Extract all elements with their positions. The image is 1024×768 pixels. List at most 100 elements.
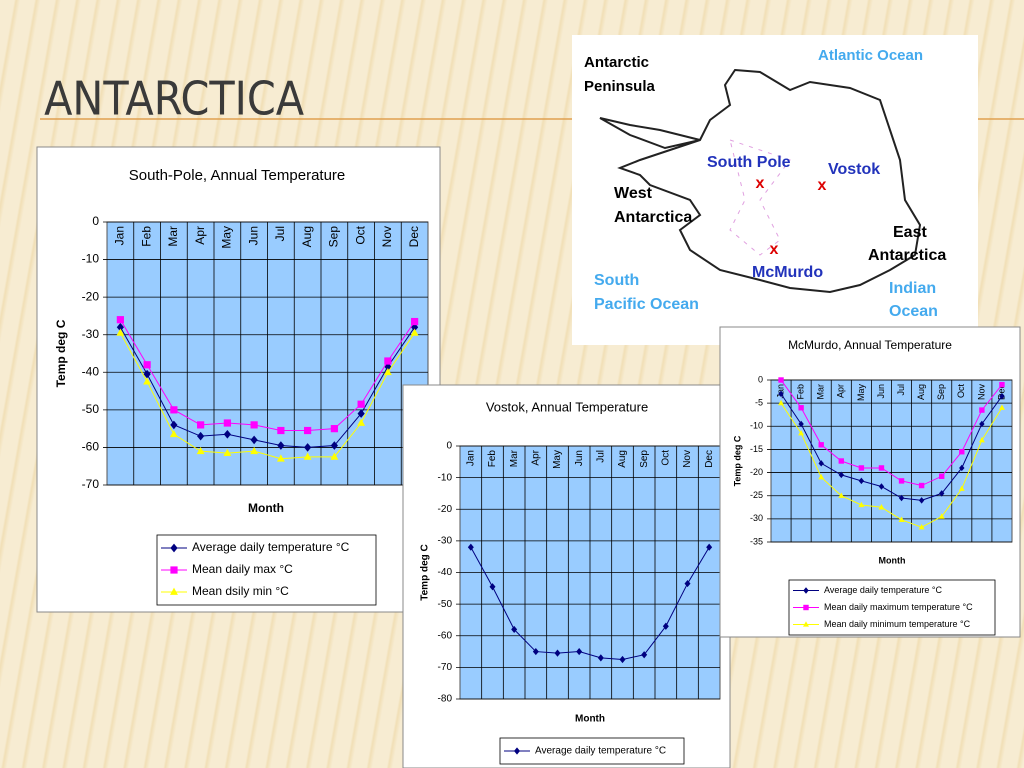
data-marker	[304, 443, 312, 452]
data-marker	[532, 647, 539, 656]
data-marker	[250, 421, 258, 429]
marker-x: x	[818, 177, 827, 194]
x-tick-label: Aug	[916, 384, 926, 400]
data-marker	[939, 490, 945, 497]
legend-marker	[803, 621, 809, 627]
data-marker	[116, 316, 124, 324]
x-tick-label: Sep	[936, 384, 946, 400]
x-tick-label: Oct	[353, 225, 367, 244]
y-tick-label: -15	[750, 444, 763, 454]
x-tick-label: Jul	[595, 450, 606, 463]
data-marker	[250, 446, 259, 455]
x-tick-label: Jan	[465, 450, 476, 466]
legend-label: Mean dsily min °C	[192, 584, 289, 598]
y-tick-label: -20	[438, 504, 453, 515]
x-tick-label: Sep	[639, 450, 650, 468]
y-tick-label: -10	[438, 472, 453, 483]
data-marker	[898, 494, 905, 502]
series-line	[119, 332, 416, 460]
legend	[156, 534, 377, 606]
x-tick-label: Jun	[246, 226, 260, 245]
map-label: Antarctic	[584, 54, 649, 71]
x-tick-label: May	[856, 384, 866, 402]
legend-label: Mean daily maximum temperature °C	[824, 602, 973, 612]
y-tick-label: -50	[438, 599, 453, 610]
data-marker	[223, 419, 231, 427]
data-marker	[411, 317, 419, 326]
y-tick-label: -20	[82, 289, 100, 303]
map: x x x Antarctic Peninsula Atlantic Ocean…	[572, 35, 978, 345]
x-axis-label: Month	[575, 714, 605, 725]
legend	[788, 579, 996, 636]
data-marker	[357, 409, 365, 418]
data-marker	[684, 579, 691, 588]
data-marker	[250, 435, 258, 445]
data-marker	[197, 431, 205, 441]
data-marker	[223, 429, 231, 439]
data-marker	[959, 464, 965, 472]
data-marker	[277, 426, 285, 435]
slide-title: ANTARCTICA	[44, 73, 304, 127]
x-tick-label: Jun	[876, 384, 886, 399]
x-tick-label: Jul	[896, 384, 906, 396]
data-marker	[999, 392, 1005, 400]
data-marker	[277, 441, 285, 450]
y-tick-label: -60	[438, 630, 453, 641]
data-marker	[383, 367, 392, 376]
legend-label: Average daily temperature °C	[535, 746, 666, 757]
legend-label: Average daily temperature °C	[192, 540, 350, 554]
data-marker	[197, 421, 205, 429]
y-tick-label: -10	[750, 421, 763, 431]
y-tick-label: -40	[438, 567, 453, 578]
y-tick-label: -30	[750, 513, 763, 523]
data-marker	[170, 420, 178, 430]
data-marker	[576, 647, 583, 656]
data-marker	[878, 483, 885, 490]
data-marker	[276, 454, 285, 462]
data-marker	[918, 497, 925, 504]
legend-label: Mean daily max °C	[192, 562, 293, 576]
chart-title: Vostok, Annual Temperature	[486, 399, 648, 414]
data-marker	[554, 649, 561, 657]
y-axis-label: Temp deg C	[54, 319, 68, 387]
y-tick-label: -30	[82, 327, 100, 341]
series-line	[119, 326, 416, 448]
x-axis-label: Month	[879, 555, 906, 565]
map-label: McMurdo	[752, 264, 823, 281]
y-tick-label: 0	[446, 441, 452, 452]
y-tick-label: -50	[82, 402, 100, 416]
series-line	[780, 402, 1003, 528]
data-marker	[511, 625, 518, 634]
y-tick-label: -10	[82, 252, 100, 266]
x-tick-label: Apr	[530, 449, 541, 465]
x-tick-label: Mar	[509, 449, 520, 467]
data-marker	[143, 361, 151, 369]
y-axis-label: Temp deg C	[732, 435, 742, 486]
marker-x: x	[756, 175, 765, 192]
x-tick-label: Nov	[682, 450, 693, 468]
data-marker	[410, 328, 419, 336]
data-marker	[939, 473, 945, 479]
data-marker	[330, 441, 338, 450]
map-label: Antarctica	[868, 247, 946, 264]
x-tick-label: Feb	[796, 384, 806, 400]
x-tick-label: Aug	[617, 450, 628, 468]
data-marker	[489, 583, 496, 591]
mountains	[729, 139, 791, 256]
data-marker	[357, 400, 365, 408]
y-tick-label: 0	[758, 374, 763, 384]
data-marker	[838, 458, 844, 464]
data-marker	[170, 406, 178, 414]
map-label: South Pole	[707, 154, 791, 171]
map-label: West	[614, 185, 653, 202]
legend-marker	[170, 587, 178, 595]
data-marker	[838, 492, 845, 498]
series-line	[470, 546, 710, 660]
data-marker	[979, 420, 985, 428]
legend-marker	[170, 566, 178, 574]
data-marker	[303, 452, 312, 460]
y-tick-label: -25	[750, 490, 763, 500]
map-label: Vostok	[828, 161, 880, 178]
data-marker	[778, 377, 784, 383]
legend-label: Mean daily minimum temperature °C	[824, 619, 971, 629]
